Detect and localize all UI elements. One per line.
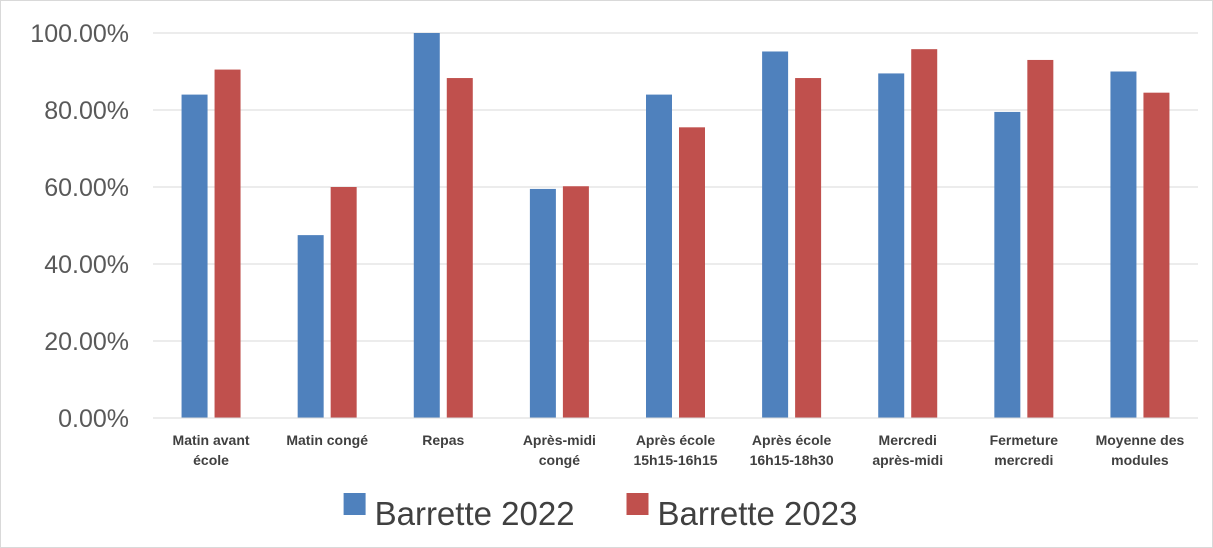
x-tick-label: Repas [422, 432, 464, 448]
x-tick-label: Après école 16h15-18h30 [750, 432, 834, 468]
bar-series-1 [181, 94, 208, 418]
x-tick-label: Moyenne des modules [1096, 432, 1185, 468]
bar-series-2 [562, 186, 589, 418]
legend-label: Barrette 2022 [375, 495, 575, 532]
bar-series-2 [1027, 59, 1054, 418]
x-tick-label: Après école 15h15-16h15 [633, 432, 717, 468]
x-tick-label: Mercredi après-midi [872, 432, 943, 468]
legend: Barrette 2022 Barrette 2023 [343, 493, 858, 532]
bar-series-2 [795, 78, 822, 419]
y-tick-label: 80.00% [44, 97, 129, 125]
bar-series-2 [911, 49, 938, 419]
x-tick-label: Fermeture mercredi [990, 432, 1059, 468]
bar-series-2 [446, 78, 473, 419]
y-tick-label: 20.00% [44, 328, 129, 356]
y-tick-label: 40.00% [44, 251, 129, 279]
y-tick-label: 0.00% [58, 405, 129, 433]
bar-series-1 [994, 111, 1021, 419]
legend-swatch [343, 493, 366, 515]
bar-series-2 [1143, 92, 1170, 419]
y-tick-label: 60.00% [44, 174, 129, 202]
bar-series-1 [413, 33, 440, 418]
gridlines [153, 32, 1198, 342]
bar-series-1 [646, 94, 672, 418]
y-axis-ticks: 0.00% 20.00% 40.00% 60.00% 80.00% 100.00% [30, 20, 129, 433]
bar-series-1 [878, 73, 905, 419]
bars [181, 33, 1170, 419]
x-tick-label: Matin avant école [173, 432, 250, 468]
x-tick-label: Après-midi congé [523, 432, 596, 468]
x-tick-label: Matin congé [286, 432, 368, 448]
bar-series-1 [1110, 71, 1137, 418]
bar-series-1 [529, 188, 556, 418]
legend-label: Barrette 2023 [658, 495, 858, 532]
bar-series-1 [297, 235, 324, 418]
y-tick-label: 100.00% [30, 20, 129, 48]
bar-series-2 [214, 69, 241, 418]
bar-series-2 [330, 187, 357, 418]
bar-series-1 [762, 51, 789, 418]
x-axis-ticks: Matin avant école Matin congé Repas Après-mi… [173, 432, 1185, 468]
legend-swatch [626, 493, 649, 515]
bar-series-2 [679, 127, 705, 418]
